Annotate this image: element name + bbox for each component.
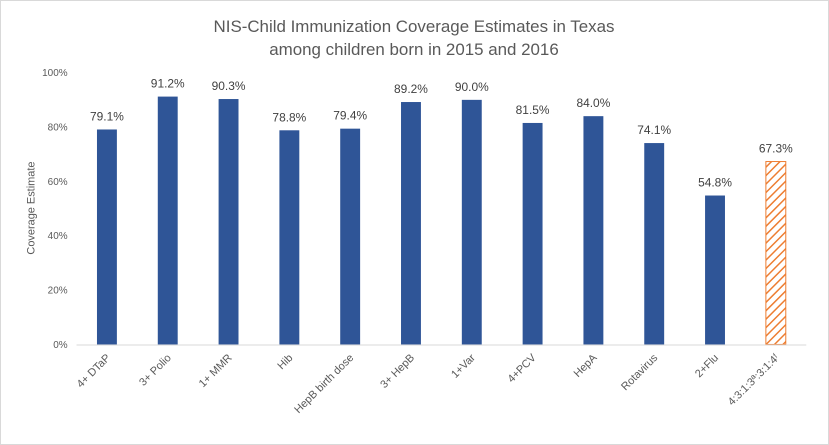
data-label: 84.0% <box>576 96 610 110</box>
data-labels: 79.1% 91.2% 90.3% 78.8% 79.4% 89.2% 90.0% 81.5%… <box>90 77 793 190</box>
chart-title-line-1: NIS-Child Immunization Coverage Estimate… <box>214 17 615 36</box>
x-tick-label: 1+ MMR <box>197 352 235 390</box>
data-label: 81.5% <box>516 103 550 117</box>
data-label: 90.0% <box>455 80 489 94</box>
x-tick-label: 1+Var <box>449 352 478 381</box>
x-tick-label: Hib <box>275 352 295 372</box>
bar-7 <box>522 122 543 345</box>
y-axis-ticks: 0% 20% 40% 60% 80% 100% <box>42 68 68 351</box>
bar-3 <box>279 130 300 345</box>
bar-5 <box>401 102 421 345</box>
bar-9 <box>644 143 665 345</box>
data-label: 89.2% <box>394 82 428 96</box>
data-label: 79.1% <box>90 110 124 124</box>
bar-1 <box>157 96 178 345</box>
data-label: 67.3% <box>759 142 793 156</box>
data-label: 54.8% <box>698 176 732 190</box>
bars <box>96 96 787 345</box>
y-tick-label: 40% <box>48 231 68 242</box>
data-label: 74.1% <box>637 123 671 137</box>
bar-10 <box>705 195 725 345</box>
x-tick-label: 3+ HepB <box>378 352 417 391</box>
bar-2 <box>218 99 239 345</box>
data-label: 79.4% <box>333 109 367 123</box>
bar-11 <box>765 161 787 345</box>
chart-title-line-2: among children born in 2015 and 2016 <box>269 40 559 59</box>
data-label: 78.8% <box>272 110 306 124</box>
data-label: 91.2% <box>151 77 185 91</box>
x-tick-label: 3+ Polio <box>137 352 174 389</box>
x-tick-label: HepA <box>572 352 600 380</box>
y-tick-label: 60% <box>48 177 68 188</box>
bar-0 <box>96 129 117 345</box>
y-axis-label: Coverage Estimate <box>26 162 38 255</box>
x-tick-label: 4+ DTaP <box>75 352 113 390</box>
x-tick-label: 4+PCV <box>505 352 539 386</box>
bar-6 <box>461 99 482 345</box>
y-tick-label: 100% <box>42 68 68 79</box>
data-label: 90.3% <box>212 79 246 93</box>
x-tick-label: HepB birth dose <box>292 352 356 416</box>
x-tick-label: 2+Flu <box>693 352 721 380</box>
bar-4 <box>340 128 361 345</box>
y-tick-label: 0% <box>53 340 68 351</box>
y-tick-label: 20% <box>48 286 68 297</box>
x-tick-label: Rotavirus <box>619 352 661 394</box>
y-tick-label: 80% <box>48 123 68 134</box>
x-tick-label: 4:3:1:3ª:3:1:4ᶠ <box>726 352 782 408</box>
bar-8 <box>583 116 604 345</box>
